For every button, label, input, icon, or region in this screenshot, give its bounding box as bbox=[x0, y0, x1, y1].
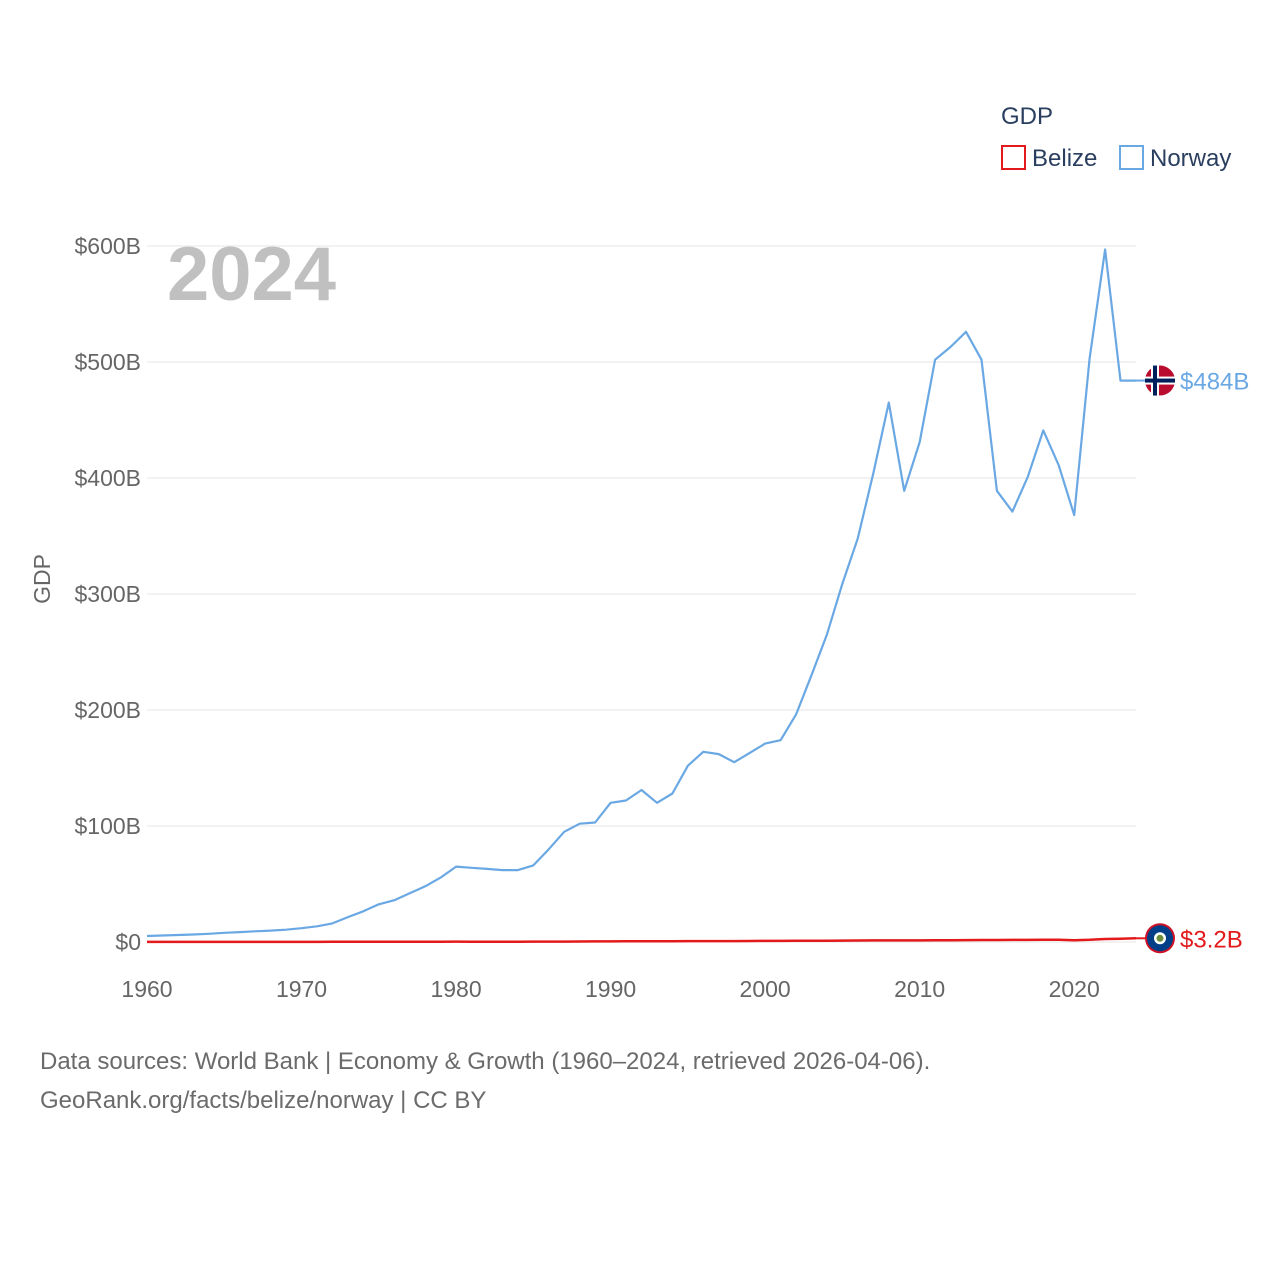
x-tick-label: 2020 bbox=[1049, 976, 1100, 1002]
legend-item-norway[interactable]: Norway bbox=[1119, 145, 1231, 172]
y-tick-label: $400B bbox=[74, 465, 141, 491]
legend-swatch-belize bbox=[1001, 145, 1026, 170]
source-note: Data sources: World Bank | Economy & Gro… bbox=[40, 1042, 1240, 1120]
legend-swatch-norway bbox=[1119, 145, 1144, 170]
x-tick-label: 1960 bbox=[121, 976, 172, 1002]
y-tick-label: $600B bbox=[74, 233, 141, 259]
x-axis-ticks: 1960 1970 1980 1990 2000 2010 2020 bbox=[121, 976, 1099, 1002]
end-value-label-belize: $3.2B bbox=[1180, 926, 1243, 953]
series-line-norway bbox=[146, 248, 1136, 938]
x-tick-label: 1970 bbox=[276, 976, 327, 1002]
x-tick-label: 2010 bbox=[894, 976, 945, 1002]
y-tick-label: $300B bbox=[74, 581, 141, 607]
belize-flag-icon bbox=[1145, 923, 1175, 954]
x-tick-label: 1980 bbox=[430, 976, 481, 1002]
end-markers: $3.2B $484B bbox=[1136, 365, 1249, 954]
source-line-2: GeoRank.org/facts/belize/norway | CC BY bbox=[40, 1087, 487, 1114]
series-line-belize bbox=[147, 937, 1137, 944]
legend-label-belize: Belize bbox=[1032, 145, 1097, 172]
y-tick-label: $500B bbox=[74, 349, 141, 375]
y-tick-label: $200B bbox=[74, 697, 141, 723]
y-axis-ticks: $0 $100B $200B $300B $400B $500B $600B bbox=[74, 233, 141, 955]
series-lines bbox=[146, 248, 1137, 944]
y-tick-label: $100B bbox=[74, 813, 141, 839]
legend-label-norway: Norway bbox=[1150, 145, 1231, 172]
gridlines bbox=[147, 245, 1136, 943]
end-value-label-norway: $484B bbox=[1180, 369, 1249, 396]
x-tick-label: 1990 bbox=[585, 976, 636, 1002]
x-tick-label: 2000 bbox=[740, 976, 791, 1002]
legend-title: GDP bbox=[1001, 103, 1053, 130]
legend-item-belize[interactable]: Belize bbox=[1001, 145, 1097, 172]
year-watermark: 2024 bbox=[167, 232, 336, 317]
y-tick-label: $0 bbox=[115, 929, 141, 955]
norway-flag-icon bbox=[1145, 365, 1175, 396]
source-line-1: Data sources: World Bank | Economy & Gro… bbox=[40, 1048, 931, 1075]
legend: GDP Belize Norway bbox=[1001, 103, 1231, 172]
y-axis-title: GDP bbox=[29, 554, 55, 604]
gdp-line-chart: 2024 $0 $100B $200B $300B $400B $500B $600B 19… bbox=[29, 103, 1249, 1002]
